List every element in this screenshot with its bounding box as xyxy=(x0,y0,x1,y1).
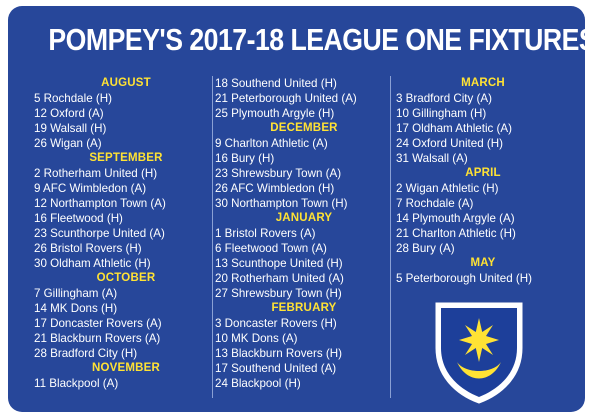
fixture-item: 21 Charlton Athletic (H) xyxy=(396,227,516,240)
month-heading: SEPTEMBER xyxy=(89,152,163,164)
fixture-item: 10 MK Dons (A) xyxy=(215,332,298,345)
fixture-item: 31 Walsall (A) xyxy=(396,152,468,165)
fixtures-column-1: AUGUST 5 Rochdale (H) 12 Oxford (A) 19 Wals… xyxy=(34,76,218,391)
fixture-item: 19 Walsall (H) xyxy=(34,122,107,135)
page-title: POMPEY'S 2017-18 LEAGUE ONE FIXTURES xyxy=(48,22,595,57)
fixture-item: 3 Bradford City (A) xyxy=(396,92,492,105)
fixture-item: 24 Blackpool (H) xyxy=(215,377,301,390)
fixture-item: 14 MK Dons (H) xyxy=(34,302,118,315)
fixture-item: 16 Fleetwood (H) xyxy=(34,212,123,225)
fixture-item: 7 Rochdale (A) xyxy=(396,197,474,210)
fixture-item: 16 Bury (H) xyxy=(215,152,275,165)
fixture-item: 12 Northampton Town (A) xyxy=(34,197,166,210)
fixture-item: 6 Fleetwood Town (A) xyxy=(215,242,327,255)
fixture-item: 17 Southend United (A) xyxy=(215,362,337,375)
fixture-item: 11 Blackpool (A) xyxy=(34,377,119,390)
fixture-item: 30 Oldham Athletic (H) xyxy=(34,257,151,270)
fixtures-panel: POMPEY'S 2017-18 LEAGUE ONE FIXTURES AUG… xyxy=(8,6,595,412)
fixtures-column-3: MARCH 3 Bradford City (A) 10 Gillingham (H… xyxy=(396,76,570,286)
fixture-item: 26 Wigan (A) xyxy=(34,137,102,150)
fixture-item: 25 Plymouth Argyle (H) xyxy=(215,107,335,120)
fixture-item: 9 AFC Wimbledon (A) xyxy=(34,182,147,195)
fixtures-column-2: 18 Southend United (H) 21 Peterborough Un… xyxy=(215,76,393,391)
month-heading: FEBRUARY xyxy=(271,302,337,314)
fixture-item: 3 Doncaster Rovers (H) xyxy=(215,317,337,330)
fixture-item: 10 Gillingham (H) xyxy=(396,107,487,120)
month-heading: JANUARY xyxy=(275,212,333,224)
fixture-item: 18 Southend United (H) xyxy=(215,77,337,90)
month-heading: MAY xyxy=(470,257,496,269)
fixture-item: 20 Rotherham United (A) xyxy=(215,272,344,285)
month-heading: AUGUST xyxy=(101,77,151,89)
month-heading: APRIL xyxy=(465,167,501,179)
column-divider xyxy=(212,76,213,398)
fixture-item: 21 Peterborough United (A) xyxy=(215,92,357,105)
club-crest-icon xyxy=(435,302,523,404)
column-divider xyxy=(390,76,391,398)
month-heading: DECEMBER xyxy=(270,122,338,134)
fixture-item: 14 Plymouth Argyle (A) xyxy=(396,212,515,225)
month-heading: OCTOBER xyxy=(96,272,156,284)
fixture-item: 17 Doncaster Rovers (A) xyxy=(34,317,162,330)
fixture-item: 2 Rotherham United (H) xyxy=(34,167,158,180)
fixture-item: 30 Northampton Town (H) xyxy=(215,197,348,210)
fixture-item: 5 Rochdale (H) xyxy=(34,92,112,105)
fixture-item: 9 Charlton Athletic (A) xyxy=(215,137,328,150)
fixture-item: 23 Shrewsbury Town (A) xyxy=(215,167,342,180)
fixture-item: 5 Peterborough United (H) xyxy=(396,272,532,285)
fixture-item: 1 Bristol Rovers (A) xyxy=(215,227,316,240)
fixture-item: 26 Bristol Rovers (H) xyxy=(34,242,142,255)
fixture-item: 28 Bury (A) xyxy=(396,242,455,255)
fixture-item: 12 Oxford (A) xyxy=(34,107,104,120)
fixture-item: 24 Oxford United (H) xyxy=(396,137,503,150)
fixture-item: 27 Shrewsbury Town (H) xyxy=(215,287,342,300)
fixture-item: 28 Bradford City (H) xyxy=(34,347,138,360)
fixture-item: 2 Wigan Athletic (H) xyxy=(396,182,499,195)
fixture-item: 13 Scunthope United (H) xyxy=(215,257,343,270)
fixture-item: 17 Oldham Athletic (A) xyxy=(396,122,512,135)
fixture-item: 26 AFC Wimbledon (H) xyxy=(215,182,335,195)
fixture-item: 7 Gillingham (A) xyxy=(34,287,118,300)
month-heading: NOVEMBER xyxy=(91,362,161,374)
fixture-item: 21 Blackburn Rovers (A) xyxy=(34,332,161,345)
fixture-item: 13 Blackburn Rovers (H) xyxy=(215,347,342,360)
fixture-item: 23 Scunthorpe United (A) xyxy=(34,227,165,240)
month-heading: MARCH xyxy=(461,77,505,89)
